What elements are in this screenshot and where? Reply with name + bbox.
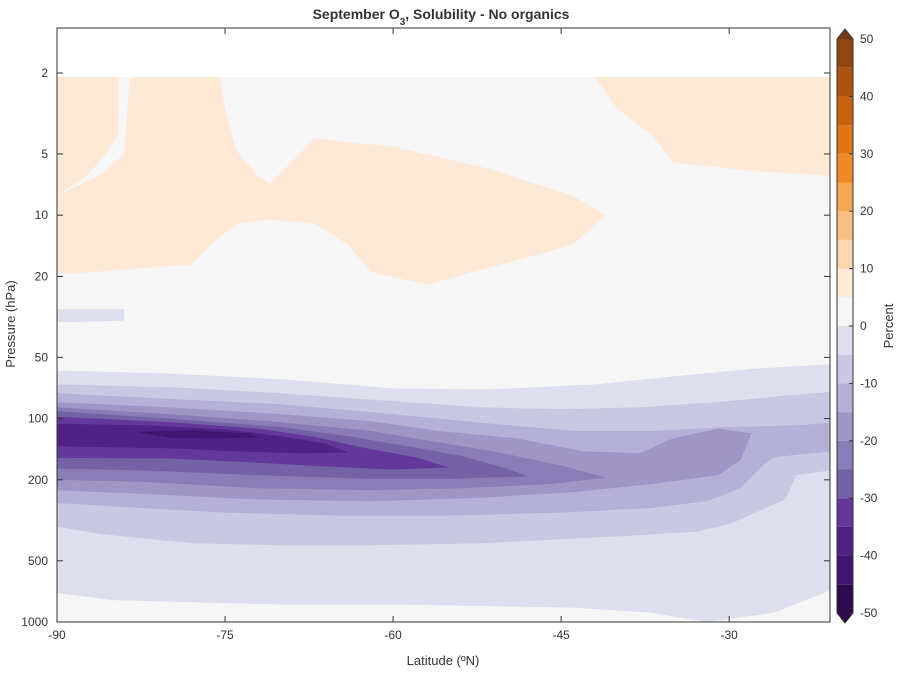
y-axis-label: Pressure (hPa) [3, 280, 18, 367]
x-tick-label: -90 [48, 628, 66, 642]
colorbar-tick-label: 50 [860, 32, 874, 46]
colorbar-tick-label: 10 [860, 262, 874, 276]
colorbar-segment [837, 239, 853, 269]
colorbar-tick-label: -20 [860, 434, 878, 448]
colorbar-segment [837, 153, 853, 183]
y-tick-label: 100 [28, 412, 48, 426]
plot-area: -90 -75 -60 -45 -30 2 5 10 20 50 100 200 500 1000 [21, 27, 831, 642]
y-tick-label: 20 [35, 269, 49, 283]
x-tick-label: -45 [552, 628, 570, 642]
colorbar-tick-label: -50 [860, 606, 878, 620]
contour-region-level--45-0 [135, 430, 259, 439]
y-tick-label: 50 [35, 350, 49, 364]
colorbar-segment [837, 182, 853, 212]
colorbar: 50 40 30 20 10 0 -10 -20 -30 -40 -50 [836, 28, 878, 624]
x-tick-label: -30 [721, 628, 739, 642]
contour-region-level-0-1 [57, 77, 606, 285]
chart-title: September O3, Solubility - No organics [313, 6, 570, 28]
colorbar-label: Percent [881, 303, 896, 348]
y-tick-label: 200 [28, 473, 48, 487]
y-axis: 2 5 10 20 50 100 200 500 1000 [21, 66, 830, 629]
x-axis-label: Latitude (ºN) [407, 653, 480, 668]
colorbar-segment [837, 211, 853, 240]
colorbar-segment [837, 268, 853, 298]
colorbar-segment [837, 584, 853, 613]
x-axis: -90 -75 -60 -45 -30 [48, 28, 738, 642]
colorbar-segment [837, 125, 853, 154]
x-tick-label: -60 [384, 628, 402, 642]
contour-region-level-0-0 [57, 77, 119, 196]
contour-region-level-0-2 [594, 77, 830, 176]
y-tick-label: 1000 [21, 615, 48, 629]
colorbar-segment [837, 326, 853, 355]
y-tick-label: 2 [41, 66, 48, 80]
colorbar-segment [837, 67, 853, 97]
plot-frame [56, 27, 831, 623]
colorbar-segment [837, 39, 853, 68]
chart-title-subscript: 3 [400, 17, 406, 28]
colorbar-segment [837, 440, 853, 470]
colorbar-segment [837, 96, 853, 126]
colorbar-segment [837, 555, 853, 585]
colorbar-tick-label: -10 [860, 376, 878, 390]
y-tick-label: 500 [28, 554, 48, 568]
contour-region-level--40-0 [57, 423, 349, 454]
colorbar-tick-label: -40 [860, 549, 878, 563]
colorbar-segment [837, 297, 853, 326]
colorbar-extend-top [837, 29, 853, 39]
colorbar-extend-bottom [837, 613, 853, 623]
colorbar-tick-label: 0 [860, 319, 867, 333]
colorbar-segment [837, 412, 853, 441]
colorbar-segment [837, 383, 853, 413]
colorbar-tick-label: 40 [860, 89, 874, 103]
colorbar-segment [837, 469, 853, 499]
y-tick-label: 10 [35, 208, 49, 222]
colorbar-tick-label: 30 [860, 147, 874, 161]
contour-region-level--5-0 [57, 309, 125, 322]
colorbar-segment [837, 526, 853, 556]
colorbar-segment [837, 354, 853, 384]
contour-layers [57, 77, 830, 622]
colorbar-segment [837, 498, 853, 527]
colorbar-tick-label: -30 [860, 491, 878, 505]
x-tick-label: -75 [216, 628, 234, 642]
y-tick-label: 5 [41, 147, 48, 161]
colorbar-tick-label: 20 [860, 204, 874, 218]
